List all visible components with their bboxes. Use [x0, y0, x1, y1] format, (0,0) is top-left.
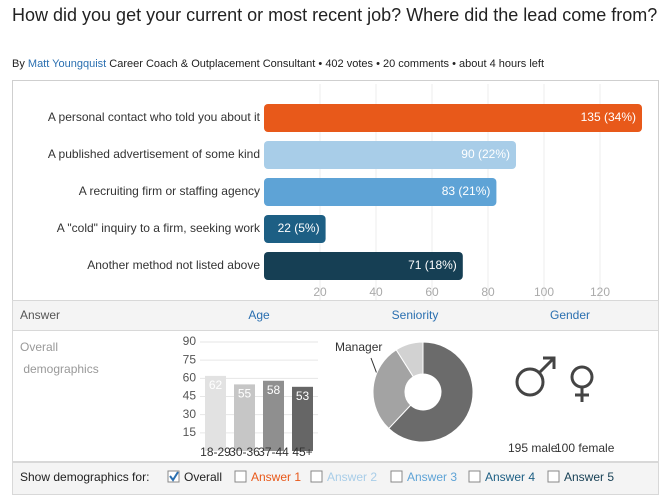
- age-tick-label: 75: [183, 352, 197, 366]
- tab-answer: Answer: [20, 308, 60, 322]
- x-tick-label: 20: [313, 285, 327, 299]
- age-bar: [292, 386, 313, 451]
- question: How did you get your current or most rec…: [12, 5, 658, 25]
- answer-label: A personal contact who told you about it: [48, 110, 261, 124]
- tab-age[interactable]: Age: [248, 308, 270, 322]
- gender-male: 195 male: [508, 441, 558, 455]
- age-tick-label: 15: [183, 425, 197, 439]
- age-category: 30-36: [229, 445, 260, 459]
- bar: [264, 252, 463, 280]
- checkbox[interactable]: [234, 470, 247, 483]
- filter-label: Show demographics for:: [20, 470, 149, 484]
- by: By: [12, 58, 25, 70]
- bar: [264, 104, 642, 132]
- age-bar: [234, 384, 255, 451]
- age-value: 62: [209, 378, 223, 392]
- bar: [264, 215, 326, 243]
- donut-segment: [395, 341, 424, 378]
- age-category: 37-44: [258, 445, 289, 459]
- filter-option[interactable]: Answer 1: [251, 470, 301, 484]
- value-label: 135 (34%): [581, 110, 636, 124]
- sep: •: [318, 58, 323, 70]
- time: about 4 hours left: [459, 58, 545, 70]
- age-value: 58: [267, 383, 281, 397]
- tab-gender[interactable]: Gender: [550, 308, 590, 322]
- tab-seniority[interactable]: Seniority: [392, 308, 439, 322]
- author[interactable]: Matt Youngquist: [27, 58, 107, 70]
- age-value: 53: [296, 389, 310, 403]
- sep: •: [376, 58, 380, 70]
- answer-label: Another method not listed above: [87, 258, 260, 272]
- bar: [264, 141, 516, 169]
- checkbox[interactable]: [310, 470, 323, 483]
- x-tick-label: 80: [481, 285, 495, 299]
- filter-option[interactable]: Answer 4: [485, 470, 535, 484]
- seniority-label: Manager: [335, 340, 382, 354]
- role: Career Coach & Outplacement Consultant: [109, 58, 316, 70]
- x-tick-label: 120: [590, 285, 610, 299]
- sep: •: [452, 58, 456, 70]
- demographics-title: Overall demographics: [20, 340, 99, 376]
- x-tick-label: 100: [534, 285, 554, 299]
- checkbox[interactable]: [167, 470, 180, 483]
- value-label: 90 (22%): [461, 147, 510, 161]
- checkbox[interactable]: [468, 470, 481, 483]
- gender-icons: [515, 356, 594, 402]
- answer-label: A "cold" inquiry to a firm, seeking work: [57, 221, 261, 235]
- donut-segment: [388, 341, 474, 443]
- checkbox[interactable]: [547, 470, 560, 483]
- answer-label: A recruiting firm or staffing agency: [79, 184, 260, 198]
- age-tick-label: 60: [183, 371, 197, 385]
- age-category: 18-29: [200, 445, 231, 459]
- byline: By Matt Youngquist Career Coach & Outpla…: [12, 58, 544, 70]
- filter-option[interactable]: Answer 5: [564, 470, 614, 484]
- age-tick-label: 30: [183, 407, 197, 421]
- bar: [264, 178, 497, 206]
- tab-row: [12, 300, 659, 331]
- demographics-box: [12, 330, 659, 462]
- age-bar: [263, 380, 284, 451]
- gender-female: 100 female: [555, 441, 615, 455]
- age-tick-label: 90: [183, 334, 197, 348]
- checkmark: [169, 471, 179, 482]
- age-value: 55: [238, 387, 252, 401]
- filter-option[interactable]: Answer 2: [327, 470, 377, 484]
- x-tick-label: 60: [425, 285, 439, 299]
- filter-option[interactable]: Answer 3: [407, 470, 457, 484]
- comments[interactable]: 20 comments: [383, 58, 450, 70]
- filter-option[interactable]: Overall: [184, 470, 222, 484]
- age-tick-label: 45: [183, 389, 197, 403]
- value-label: 71 (18%): [408, 258, 457, 272]
- answer-label: A published advertisement of some kind: [48, 147, 260, 161]
- value-label: 22 (5%): [278, 221, 320, 235]
- age-category: 45+: [292, 445, 312, 459]
- donut-segment: [372, 349, 415, 430]
- age-bar: [205, 375, 226, 451]
- checkbox[interactable]: [390, 470, 403, 483]
- x-tick-label: 40: [369, 285, 383, 299]
- votes: 402 votes: [325, 58, 374, 70]
- value-label: 83 (21%): [442, 184, 491, 198]
